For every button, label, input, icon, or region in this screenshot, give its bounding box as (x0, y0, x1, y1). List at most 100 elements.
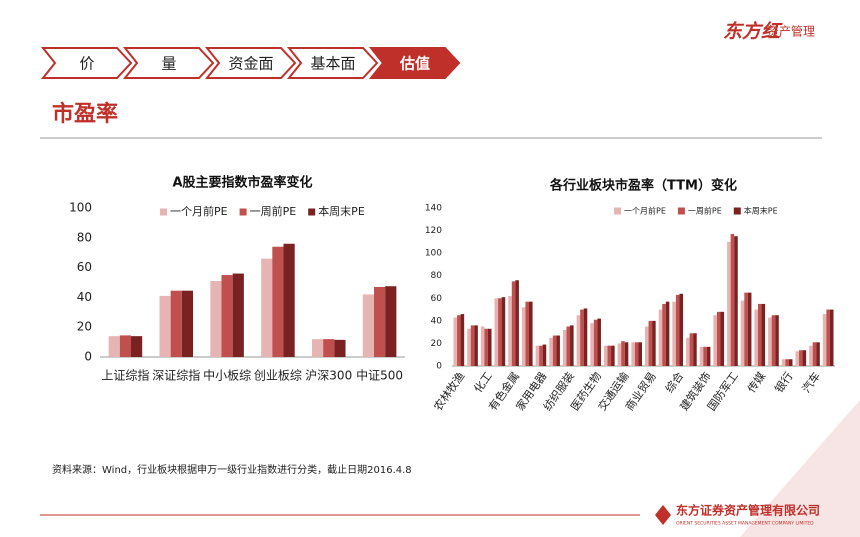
bar (740, 300, 745, 366)
bar (768, 317, 772, 366)
legend-label: 一个月前PE (624, 206, 666, 216)
bar (474, 325, 478, 366)
nav-label: 基本面 (310, 55, 355, 73)
nav-label: 价 (79, 55, 94, 73)
bar (590, 323, 594, 366)
bar (816, 342, 820, 366)
bar (744, 292, 748, 366)
bar (809, 345, 813, 366)
nav-label: 量 (161, 55, 176, 73)
bar (658, 309, 663, 366)
legend-label: 一个月前PE (170, 204, 228, 218)
legend-swatch (677, 207, 685, 215)
bar (645, 326, 649, 366)
y-tick-label: 0 (84, 350, 92, 364)
x-tick-label: 上证综指 (101, 368, 149, 383)
x-tick-label: 沪深300 (305, 369, 352, 383)
bar (583, 308, 588, 366)
y-tick-label: 60 (431, 294, 443, 304)
bar (624, 342, 629, 366)
bar (662, 303, 666, 366)
bar (706, 346, 711, 366)
bar (549, 337, 553, 366)
bar (611, 345, 615, 366)
bar (181, 290, 194, 357)
bar (515, 280, 519, 366)
bar (730, 233, 735, 366)
chart-title: 各行业板块市盈率（TTM）变化 (549, 178, 737, 194)
bar (703, 346, 707, 366)
bar (716, 311, 721, 366)
bar (108, 336, 120, 357)
legend-label: 本周末PE (744, 206, 778, 216)
bar (501, 297, 506, 366)
bar (693, 333, 697, 366)
bar (757, 303, 762, 366)
bar (826, 309, 830, 366)
x-tick-label: 中小板综 (203, 368, 251, 383)
bar (529, 301, 533, 366)
x-tick-label: 中证500 (356, 368, 403, 383)
bar (747, 292, 752, 366)
bar (617, 343, 622, 366)
bar (460, 314, 465, 366)
nav-label: 估值 (399, 55, 430, 73)
nav-tab[interactable] (204, 47, 297, 79)
bar (638, 342, 642, 366)
bar (607, 345, 612, 366)
bar (593, 319, 598, 366)
y-tick-label: 40 (77, 290, 92, 304)
bar (221, 275, 233, 357)
bar (272, 246, 284, 357)
bar (457, 315, 461, 366)
bar (480, 326, 485, 366)
bar (802, 350, 807, 366)
footer-english: ORIENT SECURITIES ASSET MANAGEMENT COMPA… (676, 521, 814, 527)
legend-swatch (308, 208, 316, 216)
bar (362, 294, 374, 357)
y-tick-label: 80 (77, 230, 92, 244)
bar (373, 286, 386, 357)
bar (679, 293, 684, 366)
bar (470, 325, 475, 366)
bar (812, 342, 817, 366)
bar (689, 333, 694, 366)
y-tick-label: 20 (431, 339, 443, 349)
nav-tab[interactable] (40, 47, 133, 79)
bar (634, 342, 639, 366)
bar (648, 320, 653, 366)
bar (311, 339, 324, 357)
bar (734, 236, 738, 366)
bar (785, 359, 789, 366)
bar (508, 296, 512, 366)
y-tick-label: 100 (69, 201, 92, 215)
bar (556, 335, 560, 366)
bar (283, 243, 295, 357)
bar (498, 298, 502, 366)
bar (672, 301, 676, 366)
bar (453, 317, 458, 366)
bar (562, 329, 567, 366)
legend-label: 一周前PE (688, 206, 722, 216)
bar (652, 320, 656, 366)
nav-tab[interactable] (122, 47, 215, 79)
heading: 市盈率 (52, 101, 118, 127)
nav-tab[interactable] (368, 47, 461, 79)
x-tick-label: 深证综指 (152, 368, 200, 383)
legend-label: 一周前PE (250, 204, 297, 218)
y-tick-label: 40 (431, 316, 443, 326)
bar (323, 339, 335, 357)
legend-swatch (733, 207, 741, 215)
bar (232, 273, 244, 357)
bar (603, 345, 608, 366)
bar (727, 241, 731, 366)
bar (788, 359, 793, 366)
bar (781, 359, 786, 366)
bar (720, 311, 725, 366)
y-tick-label: 20 (77, 320, 92, 334)
bar (621, 341, 625, 366)
nav-tab[interactable] (286, 47, 379, 79)
y-tick-label: 0 (436, 362, 442, 372)
bar (210, 281, 222, 357)
